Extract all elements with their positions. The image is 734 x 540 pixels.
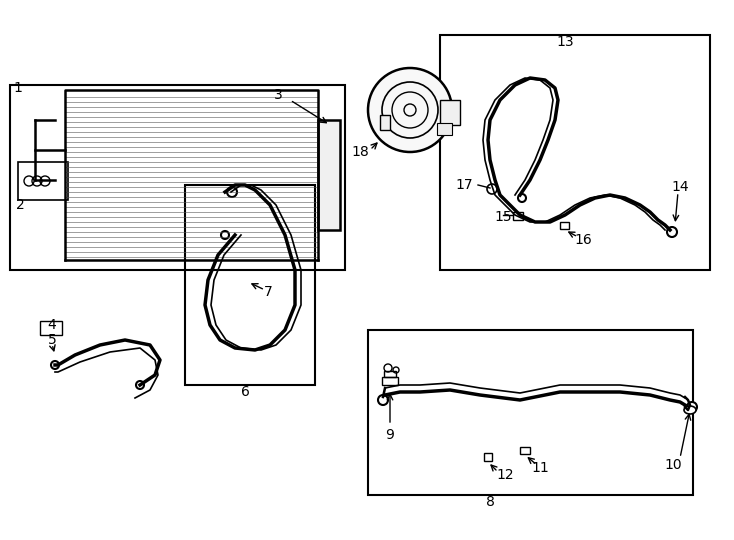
Text: 16: 16 [574, 233, 592, 247]
Bar [18, 162, 68, 200]
Bar [380, 115, 390, 130]
Text: 8: 8 [486, 495, 495, 509]
Text: 12: 12 [496, 468, 514, 482]
Text: 1: 1 [13, 81, 23, 95]
Bar [318, 120, 340, 230]
Text: 3: 3 [274, 88, 283, 102]
Circle shape [227, 187, 237, 197]
Bar [440, 35, 710, 270]
Text: 7: 7 [264, 285, 272, 299]
Bar [520, 447, 530, 454]
Text: 4: 4 [48, 318, 57, 332]
Bar [382, 377, 398, 385]
Bar [384, 371, 396, 377]
Bar [368, 330, 693, 495]
Bar [513, 212, 523, 220]
Bar [40, 321, 62, 335]
Circle shape [378, 395, 388, 405]
Bar [437, 123, 452, 135]
Bar [185, 185, 315, 385]
Bar [560, 222, 569, 229]
Ellipse shape [684, 406, 696, 414]
Circle shape [51, 361, 59, 369]
Circle shape [136, 381, 144, 389]
Circle shape [221, 231, 229, 239]
Text: 10: 10 [664, 458, 682, 472]
Circle shape [687, 402, 697, 412]
Text: 5: 5 [48, 333, 57, 347]
Text: 2: 2 [15, 198, 24, 212]
Bar [440, 100, 460, 125]
Text: 18: 18 [351, 145, 369, 159]
Circle shape [667, 227, 677, 237]
Text: 11: 11 [531, 461, 549, 475]
Circle shape [368, 68, 452, 152]
Text: 17: 17 [455, 178, 473, 192]
Text: 6: 6 [241, 385, 250, 399]
Bar [10, 85, 345, 270]
Text: 13: 13 [556, 35, 574, 49]
Bar [484, 453, 492, 461]
Text: 15: 15 [494, 210, 512, 224]
Text: 14: 14 [671, 180, 688, 194]
Text: 9: 9 [385, 428, 394, 442]
Circle shape [518, 194, 526, 202]
